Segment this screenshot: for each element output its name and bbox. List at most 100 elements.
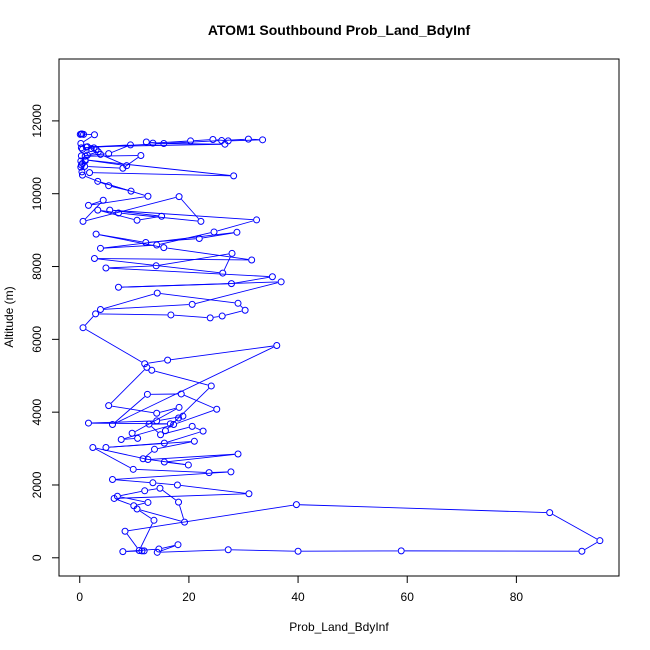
data-point xyxy=(234,450,242,458)
data-point xyxy=(144,498,152,506)
series-line-segment xyxy=(91,422,167,425)
data-point xyxy=(151,445,159,453)
series-line-segment xyxy=(126,533,138,548)
data-point xyxy=(137,151,145,159)
series-line-segment xyxy=(114,396,146,423)
y-tick-label: 0 xyxy=(30,554,44,561)
data-point xyxy=(206,314,214,322)
series-line-segment xyxy=(195,427,201,431)
data-point xyxy=(96,244,104,252)
series-line-segment xyxy=(134,408,177,432)
data-point xyxy=(92,310,100,318)
data-point xyxy=(219,269,227,277)
data-point xyxy=(78,171,86,179)
data-point xyxy=(94,206,102,214)
series-line-segment xyxy=(179,505,184,519)
data-point xyxy=(77,139,85,147)
data-point xyxy=(241,306,249,314)
series-line-segment xyxy=(90,152,96,155)
data-point xyxy=(157,431,165,439)
series-line-segment xyxy=(113,209,254,221)
data-point xyxy=(76,130,84,138)
series-line-segment xyxy=(140,523,153,548)
data-point xyxy=(164,356,172,364)
data-point xyxy=(86,169,94,177)
series-line-segment xyxy=(110,369,145,404)
series-line-segment xyxy=(121,283,228,288)
series-line-segment xyxy=(85,329,142,363)
series-line-segment xyxy=(85,316,94,326)
data-point xyxy=(227,280,235,288)
y-tick-label: 2000 xyxy=(30,471,44,498)
series-line-segment xyxy=(234,276,270,284)
y-tick-label: 8000 xyxy=(30,253,44,280)
data-point xyxy=(79,217,87,225)
data-point xyxy=(87,145,95,153)
series-line-segment xyxy=(115,346,274,424)
data-point xyxy=(152,262,160,270)
series-line-segment xyxy=(115,479,150,483)
data-point xyxy=(105,402,113,410)
series-line-segment xyxy=(171,345,274,361)
data-point xyxy=(143,363,151,371)
series-line-segment xyxy=(103,293,155,309)
data-point xyxy=(94,177,102,185)
data-point xyxy=(110,494,118,502)
series-line-segment xyxy=(88,166,120,169)
series-line-segment xyxy=(88,159,231,176)
series-line-segment xyxy=(217,220,254,232)
series-line-segment xyxy=(157,441,192,450)
data-point xyxy=(259,136,267,144)
data-point xyxy=(218,312,226,320)
series-line-segment xyxy=(91,196,145,206)
series-line-segment xyxy=(139,510,152,519)
data-point xyxy=(102,264,110,272)
series-line-segment xyxy=(174,314,207,319)
data-point xyxy=(119,164,127,172)
data-point xyxy=(96,305,104,313)
series-line-segment xyxy=(148,360,165,364)
data-point xyxy=(210,228,218,236)
data-point xyxy=(184,461,192,469)
series-line-segment xyxy=(103,304,189,310)
series-line-segment xyxy=(195,282,278,304)
data-point xyxy=(160,244,168,252)
series-line-segment xyxy=(85,202,102,220)
series-line-segment xyxy=(91,200,101,205)
data-point xyxy=(141,487,149,495)
y-tick-label: 12000 xyxy=(30,104,44,138)
series-line-segment xyxy=(88,155,138,157)
data-point xyxy=(144,192,152,200)
series-line-segment xyxy=(111,186,128,191)
data-point xyxy=(175,403,183,411)
series-line-segment xyxy=(194,139,210,142)
data-point xyxy=(108,476,116,484)
data-point xyxy=(144,455,152,463)
series-line-segment xyxy=(121,212,198,222)
data-point xyxy=(143,390,151,398)
series-line-segment xyxy=(160,416,180,421)
series-line-segment xyxy=(115,471,228,480)
data-point xyxy=(134,434,142,442)
series-line-segment xyxy=(120,491,142,497)
data-point xyxy=(129,465,137,473)
data-point xyxy=(127,187,135,195)
data-point xyxy=(133,216,141,224)
data-point xyxy=(253,216,261,224)
x-axis: 0 20 40 60 80 xyxy=(76,575,523,604)
series-line-segment xyxy=(109,267,269,277)
series-line-segment xyxy=(95,448,131,469)
data-point xyxy=(213,405,221,413)
y-tick-label: 6000 xyxy=(30,326,44,353)
data-point xyxy=(102,443,110,451)
series-line-segment xyxy=(99,234,143,243)
series-line-segment xyxy=(112,405,154,414)
data-point xyxy=(273,342,281,350)
data-point xyxy=(99,196,107,204)
series-line-segment xyxy=(160,232,211,245)
data-point xyxy=(397,547,405,555)
series-line-segment xyxy=(140,216,159,221)
series-line-segment xyxy=(176,409,214,424)
data-point xyxy=(195,234,203,242)
